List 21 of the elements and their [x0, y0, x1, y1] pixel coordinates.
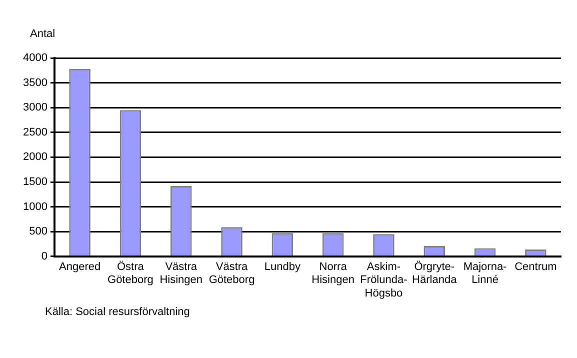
x-tick-label: Norra Hisingen [312, 261, 354, 286]
x-tick-label: Örgryte- Härlanda [412, 260, 458, 286]
x-tick-label: Centrum [514, 261, 557, 274]
x-tick-label: Västra Göteborg [208, 261, 255, 286]
y-axis-title: Antal [30, 28, 56, 40]
y-tick-label: 1000 [22, 200, 48, 213]
y-tick-label: 3000 [22, 102, 48, 114]
y-tick-label: 500 [29, 226, 48, 238]
y-tick-label: 4000 [22, 52, 48, 64]
x-tick-label: Västra Hisingen [160, 261, 203, 286]
text: Källa: Social resursförvaltning [45, 306, 190, 318]
x-tick-label: Lundby [264, 261, 301, 274]
y-tick-label: 3500 [22, 76, 48, 89]
y-tick-label: 1500 [22, 176, 48, 188]
y-tick-label: 0 [41, 250, 48, 262]
y-tick-label: 2000 [22, 151, 48, 164]
x-tick-label: Östra Göteborg [108, 260, 154, 286]
x-tick-label: Askim- Frölunda- Högsbo [360, 261, 408, 300]
x-tick-label: Angered [59, 261, 101, 274]
x-tick-label: Majorna- Linné [463, 261, 508, 286]
y-tick-label: 2500 [22, 126, 48, 138]
